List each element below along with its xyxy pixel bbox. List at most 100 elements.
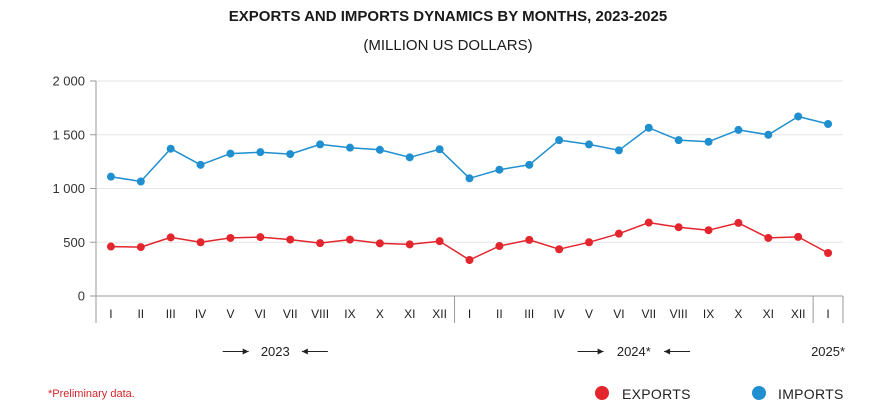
data-point-imports [405, 153, 414, 162]
x-tick-label: VII [283, 307, 298, 321]
data-point-exports [316, 239, 325, 248]
data-point-imports [465, 174, 474, 183]
data-point-exports [674, 223, 683, 232]
data-point-imports [345, 143, 354, 152]
x-tick-label: X [734, 307, 742, 321]
year-arrowhead [242, 348, 249, 355]
year-arrowhead [301, 348, 308, 355]
data-point-exports [824, 249, 833, 257]
data-point-exports [106, 242, 115, 251]
data-point-exports [286, 235, 295, 244]
x-tick-label: V [226, 307, 234, 321]
data-point-exports [375, 239, 384, 248]
x-tick-label: X [376, 307, 384, 321]
series-points [106, 112, 833, 264]
x-tick-label: XII [432, 307, 447, 321]
data-point-imports [614, 146, 623, 155]
y-axis-ticks: 0 500 1 000 1 500 2 000 [52, 74, 96, 304]
x-tick-label: VI [255, 307, 266, 321]
data-point-exports [585, 238, 594, 247]
x-tick-label: XI [404, 307, 415, 321]
x-tick-label: VIII [311, 307, 329, 321]
data-point-exports [405, 240, 414, 249]
data-point-exports [644, 218, 653, 227]
data-point-exports [226, 233, 235, 242]
year-label: 2023 [261, 344, 290, 359]
data-point-imports [106, 172, 115, 181]
data-point-imports [166, 144, 175, 153]
data-point-imports [495, 165, 504, 174]
data-point-imports [256, 148, 265, 157]
x-tick-label: IX [344, 307, 355, 321]
year-label: 2024* [617, 344, 651, 359]
y-tick-label: 500 [63, 235, 85, 250]
data-point-imports [794, 112, 803, 121]
data-point-exports [136, 243, 145, 252]
year-arrowhead [597, 348, 604, 355]
data-point-imports [734, 125, 743, 134]
chart-title: EXPORTS AND IMPORTS DYNAMICS BY MONTHS, … [229, 8, 667, 25]
data-point-exports [435, 237, 444, 246]
x-tick-label: VI [613, 307, 624, 321]
x-tick-label: VIII [670, 307, 688, 321]
x-tick-label: XI [763, 307, 774, 321]
data-point-imports [286, 150, 295, 159]
y-tick-label: 1 500 [52, 127, 85, 142]
x-tick-label: V [585, 307, 593, 321]
y-tick-label: 2 000 [52, 74, 85, 89]
x-tick-label: I [468, 307, 471, 321]
x-tick-label: III [166, 307, 176, 321]
year-arrowhead [664, 348, 671, 355]
x-tick-label: IV [553, 307, 564, 321]
y-tick-label: 0 [78, 289, 85, 304]
legend-marker-exports [595, 386, 609, 400]
data-point-imports [644, 123, 653, 132]
data-point-exports [166, 233, 175, 242]
legend: EXPORTS IMPORTS [595, 386, 844, 402]
data-point-exports [555, 245, 564, 254]
x-tick-label: I [109, 307, 112, 321]
x-tick-label: II [496, 307, 503, 321]
data-point-imports [316, 140, 325, 149]
legend-label-exports: EXPORTS [622, 386, 691, 402]
data-point-exports [256, 233, 265, 242]
data-point-imports [824, 120, 833, 128]
data-point-exports [525, 235, 534, 244]
x-tick-label: VII [641, 307, 656, 321]
data-point-exports [196, 238, 205, 247]
data-point-imports [375, 145, 384, 154]
data-point-imports [226, 149, 235, 158]
data-point-exports [465, 255, 474, 264]
data-point-imports [704, 137, 713, 146]
x-axis: I II III IV V VI VII VIII IX X XI XII I II III IV V VI VII… [95, 81, 844, 323]
x-tick-label: IV [195, 307, 206, 321]
x-tick-label: II [137, 307, 144, 321]
chart-subtitle: (MILLION US DOLLARS) [363, 37, 532, 54]
x-tick-label: XII [791, 307, 806, 321]
data-point-imports [525, 160, 534, 169]
data-point-exports [345, 235, 354, 244]
x-tick-label: III [524, 307, 534, 321]
data-point-imports [585, 140, 594, 149]
data-point-exports [734, 218, 743, 227]
year-label: 2025* [811, 344, 845, 359]
year-labels: 2023 2024* 2025* [222, 344, 845, 359]
legend-label-imports: IMPORTS [778, 386, 844, 402]
data-point-imports [674, 136, 683, 145]
data-point-exports [704, 226, 713, 235]
data-point-exports [764, 233, 773, 242]
y-tick-label: 1 000 [52, 181, 85, 196]
x-tick-label: I [826, 307, 829, 321]
data-point-exports [614, 229, 623, 238]
series-line-exports [110, 221, 829, 261]
data-point-imports [435, 145, 444, 154]
legend-marker-imports [752, 386, 766, 400]
data-point-imports [764, 130, 773, 139]
data-point-exports [495, 242, 504, 251]
x-tick-label: IX [703, 307, 714, 321]
data-point-exports [794, 232, 803, 241]
footnote: *Preliminary data. [48, 388, 135, 400]
data-point-imports [196, 160, 205, 169]
gridlines [96, 80, 843, 243]
